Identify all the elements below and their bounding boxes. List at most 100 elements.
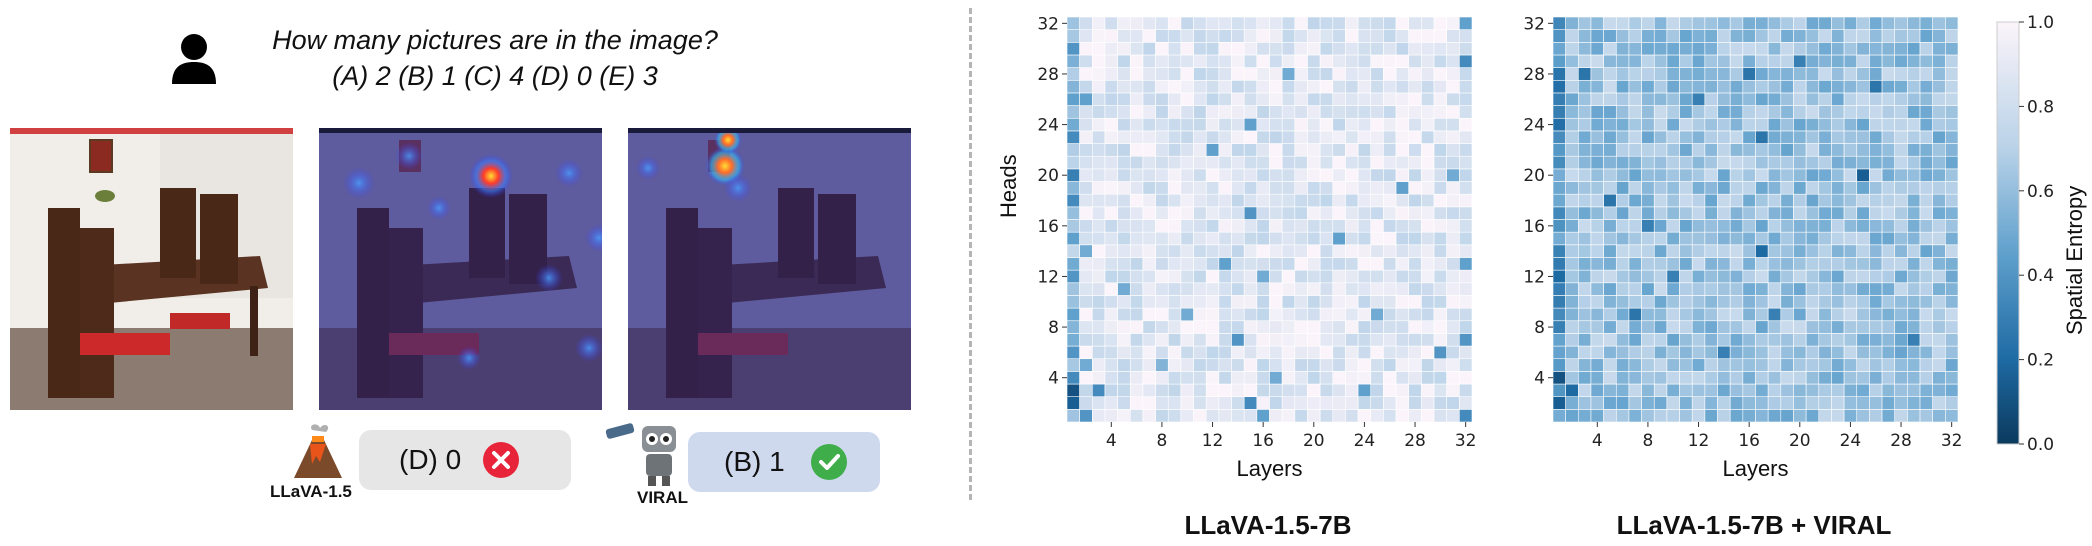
heatmap-cell: [1578, 143, 1592, 157]
heatmap-cell: [1408, 358, 1422, 372]
heatmap-cell: [1193, 383, 1207, 397]
heatmap-cell: [1881, 396, 1896, 410]
heatmap-cell: [1919, 371, 1933, 385]
heatmap-cell: [1755, 67, 1769, 81]
heatmap-cell: [1269, 193, 1283, 208]
heatmap-cell: [1180, 295, 1194, 309]
heatmap-cell: [1704, 358, 1718, 372]
heatmap-cell: [1218, 257, 1232, 271]
heatmap-cell: [1767, 358, 1782, 372]
heatmap-cell: [1704, 206, 1718, 220]
heatmap-cell: [1552, 155, 1566, 170]
heatmap-viral-title: LLaVA-1.5-7B + VIRAL: [1616, 510, 1892, 540]
heatmap-cell: [1269, 371, 1283, 385]
heatmap-cell: [1615, 320, 1630, 334]
heatmap-cell: [1843, 282, 1858, 296]
heatmap-cell: [1433, 155, 1447, 170]
heatmap-cell: [1894, 333, 1908, 347]
heatmap-cell: [1433, 244, 1447, 258]
heatmap-cell: [1243, 79, 1258, 94]
heatmap-cell: [1092, 168, 1106, 182]
heatmap-cell: [1907, 54, 1921, 68]
heatmap-cell: [1446, 130, 1460, 144]
heatmap-cell: [1256, 307, 1270, 322]
heatmap-cell: [1408, 29, 1422, 43]
heatmap-cell: [1717, 269, 1731, 284]
heatmap-cell: [1818, 320, 1832, 334]
heatmap-cell: [1818, 117, 1832, 132]
x-tick-label: 20: [1303, 431, 1325, 451]
heatmap-cell: [1805, 282, 1820, 296]
heatmap-cell: [1894, 396, 1908, 410]
heatmap-cell: [1805, 92, 1820, 106]
heatmap-cell: [1818, 67, 1832, 81]
heatmap-cell: [1383, 307, 1397, 322]
heatmap-cell: [1805, 155, 1820, 170]
heatmap-cell: [1615, 345, 1630, 360]
heatmap-cell: [1193, 42, 1207, 56]
heatmap-cell: [1679, 67, 1693, 81]
heatmap-cell: [1641, 67, 1655, 81]
heatmap-cell: [1881, 358, 1896, 372]
heatmap-cell: [1459, 143, 1473, 157]
heatmap-cell: [1066, 257, 1080, 271]
heatmap-cell: [1780, 130, 1794, 144]
heatmap-cell: [1919, 206, 1933, 220]
y-tick-label: 20: [1037, 166, 1059, 186]
heatmap-cell: [1704, 117, 1718, 132]
heatmap-cell: [1932, 168, 1946, 182]
heatmap-cell: [1370, 333, 1384, 347]
heatmap-cell: [1408, 143, 1422, 157]
heatmap-cell: [1590, 16, 1604, 30]
heatmap-cell: [1843, 29, 1858, 43]
heatmap-cell: [1104, 358, 1118, 372]
heatmap-cell: [1421, 181, 1435, 195]
heatmap-cell: [1446, 345, 1460, 360]
heatmap-cell: [1357, 333, 1372, 347]
heatmap-cell: [1641, 257, 1655, 271]
heatmap-cell: [1628, 155, 1642, 170]
heatmap-cell: [1767, 409, 1782, 423]
heatmap-cell: [1459, 231, 1473, 246]
heatmap-cell: [1142, 130, 1156, 144]
heatmap-cell: [1459, 29, 1473, 43]
heatmap-cell: [1932, 219, 1946, 233]
heatmap-cell: [1755, 54, 1769, 68]
heatmap-cell: [1345, 54, 1359, 68]
heatmap-cell: [1218, 79, 1232, 94]
heatmap-cell: [1231, 155, 1245, 170]
heatmap-cell: [1281, 67, 1296, 81]
heatmap-cell: [1780, 29, 1794, 43]
heatmap-cell: [1805, 117, 1820, 132]
heatmap-cell: [1894, 206, 1908, 220]
heatmap-cell: [1755, 333, 1769, 347]
heatmap-cell: [1666, 54, 1680, 68]
heatmap-cell: [1742, 155, 1756, 170]
heatmap-cell: [1294, 143, 1308, 157]
heatmap-cell: [1907, 244, 1921, 258]
heatmap-cell: [1256, 92, 1270, 106]
heatmap-cell: [1907, 282, 1921, 296]
heatmap-cell: [1256, 231, 1270, 246]
heatmap-cell: [1243, 117, 1258, 132]
heatmap-cell: [1370, 168, 1384, 182]
y-tick-label: 20: [1523, 166, 1545, 186]
heatmap-cell: [1818, 358, 1832, 372]
heatmap-cell: [1092, 345, 1106, 360]
heatmap-cell: [1565, 358, 1579, 372]
heatmap-cell: [1307, 105, 1321, 119]
heatmap-cell: [1117, 54, 1131, 68]
heatmap-cell: [1104, 231, 1118, 246]
heatmap-cell: [1129, 345, 1144, 360]
heatmap-cell: [1079, 269, 1093, 284]
heatmap-cell: [1666, 383, 1680, 397]
heatmap-cell: [1767, 168, 1782, 182]
heatmap-cell: [1408, 244, 1422, 258]
heatmap-cell: [1869, 320, 1883, 334]
heatmap-cell: [1155, 79, 1169, 94]
heatmap-cell: [1578, 117, 1592, 132]
heatmap-cell: [1755, 42, 1769, 56]
heatmap-cell: [1345, 92, 1359, 106]
heatmap-cell: [1370, 282, 1384, 296]
heatmap-cell: [1395, 358, 1410, 372]
